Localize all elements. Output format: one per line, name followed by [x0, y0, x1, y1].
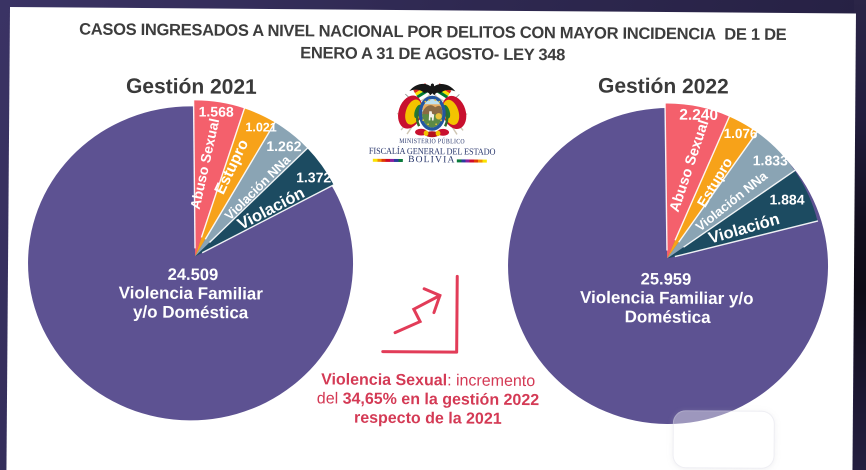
svg-text:1.076: 1.076: [723, 126, 757, 141]
svg-text:1.262: 1.262: [266, 138, 301, 154]
svg-text:1.833: 1.833: [752, 153, 787, 169]
svg-text:1.372: 1.372: [296, 169, 331, 185]
svg-text:2.240: 2.240: [679, 107, 718, 124]
svg-text:y/o Doméstica: y/o Doméstica: [133, 302, 249, 322]
svg-text:25.959: 25.959: [640, 271, 691, 289]
svg-text:Violencia Familiar: Violencia Familiar: [119, 283, 264, 303]
svg-text:Doméstica: Doméstica: [624, 308, 711, 328]
svg-text:1.568: 1.568: [199, 103, 234, 119]
svg-text:Violencia Familiar y/o: Violencia Familiar y/o: [579, 288, 753, 308]
svg-text:1.021: 1.021: [245, 120, 276, 134]
svg-text:1.884: 1.884: [769, 192, 804, 208]
svg-text:24.509: 24.509: [168, 265, 219, 283]
